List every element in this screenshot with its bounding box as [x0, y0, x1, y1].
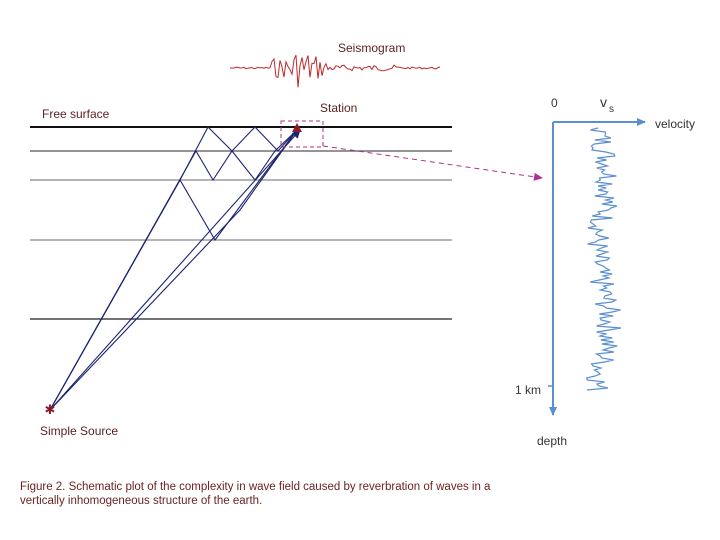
vs-subscript: s [609, 104, 614, 115]
ray-path [49, 129, 298, 411]
zoom-box [280, 120, 324, 148]
depth-tick-label: 1 km [515, 383, 541, 397]
caption-line: vertically inhomogeneous structure of th… [20, 495, 262, 507]
depth-label: depth [537, 434, 567, 448]
velocity-profile [585, 127, 622, 391]
source-label: Simple Source [40, 424, 118, 438]
caption-line: Figure 2. Schematic plot of the complexi… [20, 481, 491, 493]
ray-path [49, 129, 298, 411]
free-surface-label: Free surface [42, 107, 110, 121]
ray-path [49, 129, 301, 411]
ray-path [49, 129, 298, 411]
source-marker: ✱ [45, 402, 56, 417]
origin-label: 0 [551, 96, 558, 110]
seismogram-trace [230, 54, 441, 88]
rays [49, 126, 301, 411]
ray-path [49, 126, 298, 411]
seismogram-label: Seismogram [338, 41, 405, 55]
zoom-arrow [322, 145, 543, 181]
vs-label: v [600, 94, 607, 110]
velocity-label: velocity [655, 117, 695, 131]
station-marker [292, 123, 302, 132]
station-label: Station [320, 101, 357, 115]
